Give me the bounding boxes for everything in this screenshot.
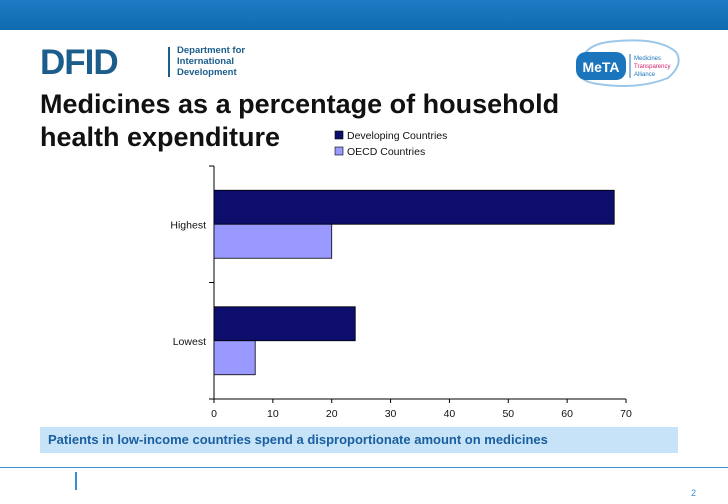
top-banner — [0, 0, 728, 30]
svg-text:MeTA: MeTA — [582, 59, 619, 75]
legend-swatch — [334, 146, 344, 156]
legend-swatch — [334, 130, 344, 140]
meta-logo: MeTA Medicines Transparency Alliance — [576, 39, 680, 87]
slide-title-line-1: Medicines as a percentage of household — [40, 89, 560, 119]
x-tick-label: 70 — [620, 408, 632, 420]
dfid-logo-divider — [168, 47, 170, 77]
footer-rule — [0, 467, 728, 468]
x-tick-label: 10 — [267, 408, 279, 420]
footer-marker — [75, 472, 77, 490]
svg-text:Medicines: Medicines — [634, 56, 661, 62]
slide-title-line-2: health expenditure — [40, 122, 281, 152]
x-tick-label: 30 — [385, 408, 397, 420]
x-tick-label: 20 — [326, 408, 338, 420]
dfid-wordmark: DFID — [40, 43, 119, 82]
page-number: 2 — [690, 488, 696, 498]
dfid-department-name: Department for International Development — [177, 45, 246, 78]
svg-text:Alliance: Alliance — [634, 72, 656, 78]
bar-oecd-lowest — [213, 340, 256, 376]
category-label: Highest — [170, 219, 206, 231]
category-label: Lowest — [173, 336, 206, 348]
legend-label: Developing Countries — [347, 130, 447, 142]
slide-title: Medicines as a percentage of household h… — [40, 88, 640, 154]
bar-developing-highest — [213, 189, 615, 225]
x-tick-label: 40 — [444, 408, 456, 420]
bar-developing-lowest — [213, 306, 356, 342]
legend-label: OECD Countries — [347, 146, 425, 158]
x-tick-label: 60 — [561, 408, 573, 420]
slide-caption: Patients in low-income countries spend a… — [40, 427, 678, 453]
x-tick-label: 50 — [502, 408, 514, 420]
bar-oecd-highest — [213, 223, 333, 259]
x-tick-label: 0 — [211, 408, 217, 420]
svg-text:Transparency: Transparency — [634, 64, 670, 70]
